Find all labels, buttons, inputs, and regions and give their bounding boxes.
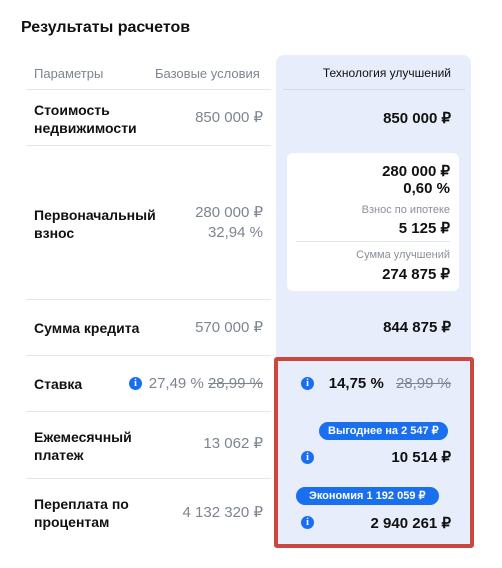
property-cost-tech: 850 000 ₽ [383, 110, 451, 127]
divider [26, 355, 271, 356]
down-payment-label: Первоначальный взнос [34, 207, 156, 241]
header-base: Базовые условия [155, 66, 260, 81]
down-payment-tech-amount: 280 000 ₽ [382, 163, 450, 180]
down-payment-tech-percent: 0,60 % [403, 180, 450, 197]
loan-amount-tech: 844 875 ₽ [383, 319, 451, 336]
down-payment-card: 280 000 ₽ 0,60 % Взнос по ипотеке 5 125 … [287, 153, 459, 291]
header-params: Параметры [34, 66, 104, 81]
rate-base-old: 28,99 % [207, 375, 263, 392]
divider [26, 299, 271, 300]
mortgage-fee-value: 5 125 ₽ [398, 220, 450, 237]
rate-tech-old: 28,99 % [395, 375, 451, 392]
divider [26, 89, 271, 90]
highlight-frame [274, 357, 474, 548]
rate-tech: 14,75 % 28,99 % [329, 375, 451, 392]
mortgage-fee-label: Взнос по ипотеке [361, 204, 450, 216]
info-icon[interactable]: i [301, 377, 314, 390]
improvements-value: 274 875 ₽ [382, 266, 450, 283]
improvements-label: Сумма улучшений [356, 249, 450, 261]
divider [26, 145, 271, 146]
divider [26, 478, 271, 479]
loan-amount-base: 570 000 ₽ [195, 319, 263, 336]
monthly-payment-label: Ежемесячный платеж [34, 429, 132, 463]
overpayment-base: 4 132 320 ₽ [182, 504, 263, 521]
loan-amount-label: Сумма кредита [34, 320, 140, 336]
property-cost-label: Стоимость недвижимости [34, 102, 137, 136]
rate-label: Ставка [34, 376, 83, 392]
monthly-payment-tech: 10 514 ₽ [391, 449, 451, 466]
rate-base: 27,49 % 28,99 % [149, 374, 263, 394]
down-payment-base: 280 000 ₽ 32,94 % [195, 204, 263, 241]
property-cost-base: 850 000 ₽ [195, 109, 263, 126]
info-icon[interactable]: i [301, 516, 314, 529]
rate-base-value: 27,49 % [148, 375, 204, 392]
info-icon[interactable]: i [301, 451, 314, 464]
card-divider [296, 241, 450, 242]
overpayment-label: Переплата по процентам [34, 496, 129, 530]
overpayment-tech: 2 940 261 ₽ [370, 515, 451, 532]
savings-badge: Экономия 1 192 059 ₽ [296, 487, 439, 505]
results-title: Результаты расчетов [21, 19, 191, 36]
rate-tech-value: 14,75 % [328, 375, 384, 392]
info-icon[interactable]: i [129, 377, 142, 390]
benefit-badge: Выгоднее на 2 547 ₽ [319, 422, 448, 440]
header-tech: Технология улучшений [322, 66, 451, 80]
divider [283, 89, 465, 90]
divider [26, 411, 271, 412]
monthly-payment-base: 13 062 ₽ [203, 435, 263, 452]
